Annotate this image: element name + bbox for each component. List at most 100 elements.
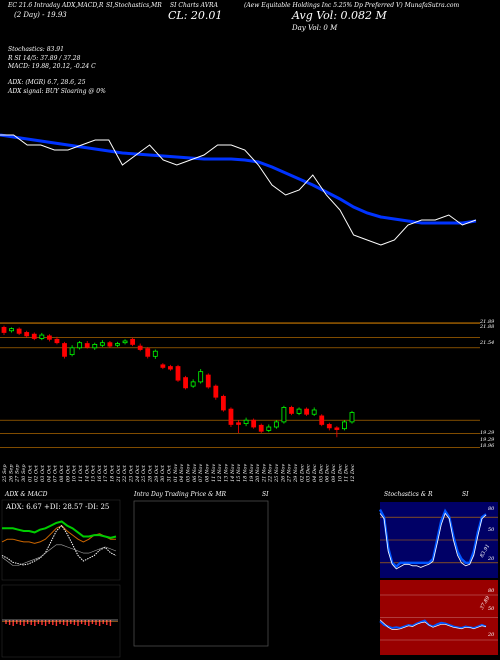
adx-panel-title: ADX & MACD	[5, 491, 48, 498]
date-tick-label: 19 Nov	[249, 464, 255, 482]
candle-body	[137, 345, 143, 350]
candle-body	[122, 340, 128, 344]
date-tick-label: 02 Dec	[299, 464, 305, 482]
candle-body	[46, 335, 52, 340]
mrsi-line	[379, 619, 487, 630]
indicator-macd: MACD: 19.88, 20.12, -0.24 C	[8, 63, 96, 70]
date-tick-label: 18 Nov	[242, 464, 248, 482]
candle-body	[62, 343, 67, 357]
date-tick-label: 04 Oct	[46, 464, 52, 482]
intraday-panel-title: Intra Day Trading Price & MR	[134, 491, 227, 498]
date-tick-label: 07 Oct	[53, 464, 59, 482]
candle-body	[99, 342, 105, 346]
date-tick-label: 30 Oct	[160, 464, 166, 482]
date-tick-label: 06 Dec	[325, 464, 331, 482]
candle-body	[107, 342, 113, 347]
date-tick-label: 30 Sep	[21, 464, 27, 482]
candle-body	[190, 381, 196, 387]
date-tick-label: 25 Nov	[274, 464, 280, 483]
header-close: CL: 20.01	[168, 9, 223, 22]
candle-body	[115, 343, 120, 346]
price-label-5: 19.29	[480, 437, 495, 443]
plus-di-line	[1, 524, 117, 566]
candle-body	[273, 421, 279, 428]
candle-body	[198, 371, 204, 383]
rsi-panel	[379, 580, 498, 655]
candle-body	[152, 350, 158, 357]
header-avg-vol: Avg Vol: 0.082 M	[292, 9, 387, 22]
date-tick-label: 14 Oct	[84, 464, 90, 482]
candle-body	[266, 426, 272, 431]
candle-body	[236, 422, 241, 425]
indicator-adx: ADX: (MGR) 6.7, 28.6, 25	[8, 79, 86, 86]
candle-body	[311, 409, 317, 415]
intraday-panel	[133, 500, 269, 647]
date-tick-label: 08 Oct	[59, 464, 65, 482]
rsi-tick-50: 50	[488, 606, 495, 612]
price-label-3: 21.54	[480, 340, 495, 346]
header-title-left: EC 21.6 Intraday ADX,MACD,R	[8, 2, 104, 9]
candle-body	[168, 366, 173, 370]
date-tick-label: 03 Oct	[40, 464, 46, 482]
candlestick-chart	[0, 321, 480, 448]
date-tick-label: 04 Nov	[179, 464, 185, 482]
candle-body	[251, 419, 257, 428]
macd-frame	[1, 584, 121, 658]
ma-line	[0, 133, 477, 225]
date-tick-label: 01 Oct	[27, 464, 33, 482]
candle-body	[84, 343, 90, 348]
date-tick-label: 04 Dec	[312, 464, 318, 482]
candle-body	[9, 328, 14, 332]
date-tick-label: 05 Nov	[186, 464, 192, 482]
date-tick-label: 26 Sep	[8, 464, 14, 483]
price-label-6: 18.96	[480, 443, 495, 449]
candle-body	[213, 385, 219, 398]
date-tick-label: 24 Oct	[135, 464, 141, 483]
header-day-vol: Day Vol: 0 M	[292, 24, 338, 32]
candle-body	[183, 377, 188, 389]
candle-body	[342, 421, 347, 430]
price-ma-chart	[0, 133, 477, 246]
intraday-panel-title2: SI	[262, 491, 269, 498]
date-tick-label: 03 Dec	[306, 464, 312, 482]
date-tick-label: 20 Nov	[255, 464, 261, 483]
indicator-stoch: Stochastics: 83.91	[8, 46, 64, 53]
indicator-adx-signal: ADX signal: BUY Sloaring @ 0%	[8, 88, 106, 95]
date-axis: 25 Sep 26 Sep 27 Sep 30 Sep 01 Oct 02 Oct 03 O…	[2, 464, 356, 483]
date-tick-label: 16 Oct	[97, 464, 103, 482]
candle-body	[319, 415, 325, 425]
date-tick-label: 02 Oct	[34, 464, 40, 482]
date-tick-label: 09 Oct	[65, 464, 71, 482]
date-tick-label: 12 Dec	[350, 464, 356, 482]
date-tick-label: 01 Nov	[173, 464, 179, 482]
date-tick-label: 26 Nov	[280, 464, 286, 483]
date-tick-label: 25 Oct	[141, 464, 147, 483]
candle-body	[243, 419, 249, 424]
rsi-tick-80: 80	[488, 588, 495, 594]
date-tick-label: 28 Oct	[148, 464, 154, 483]
date-tick-label: 15 Nov	[236, 464, 242, 482]
header-title-mid2: SI Charts AVRA	[170, 2, 218, 9]
stoch-tick-20: 20	[488, 556, 495, 562]
date-tick-label: 18 Oct	[110, 464, 116, 482]
price-label-1: 21.89	[480, 319, 495, 325]
price-label-2: 21.88	[480, 324, 495, 330]
date-tick-label: 06 Nov	[192, 464, 198, 482]
candle-body	[228, 408, 234, 425]
stoch-tick-50: 50	[488, 527, 495, 533]
candle-body	[258, 424, 264, 432]
stoch-d-line	[379, 512, 487, 570]
candle-body	[145, 348, 151, 357]
stoch-k-line	[378, 508, 487, 569]
date-tick-label: 27 Nov	[287, 464, 293, 483]
date-tick-label: 07 Nov	[198, 464, 204, 482]
date-tick-label: 23 Oct	[129, 464, 135, 483]
candle-body	[24, 332, 30, 337]
date-tick-label: 10 Dec	[337, 464, 343, 482]
date-tick-label: 14 Nov	[230, 464, 236, 482]
date-tick-label: 31 Oct	[167, 464, 173, 482]
date-tick-label: 09 Dec	[331, 464, 337, 482]
candle-body	[16, 328, 22, 334]
candle-body	[39, 334, 45, 339]
